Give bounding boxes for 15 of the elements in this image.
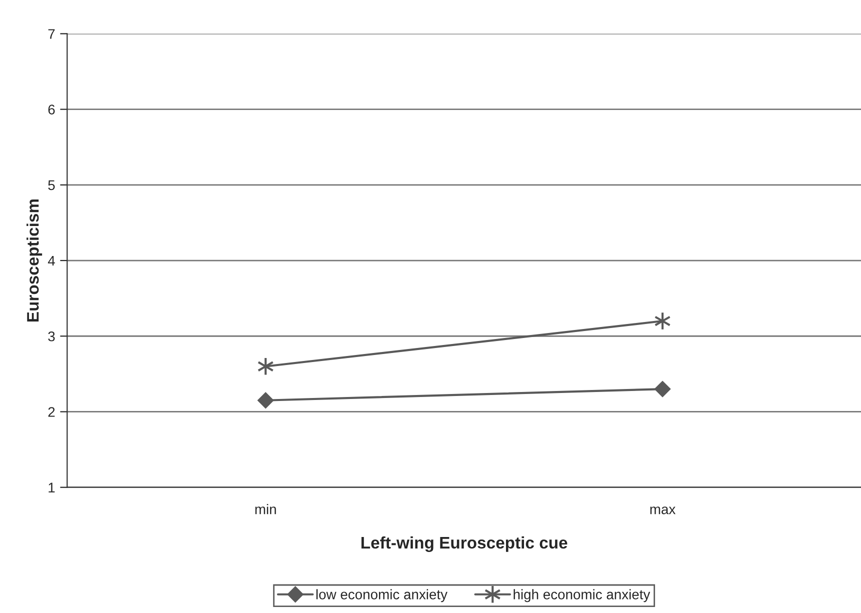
y-tick-label: 1 xyxy=(48,482,55,492)
y-tick-label: 6 xyxy=(48,104,55,114)
legend-label: high economic anxiety xyxy=(514,589,650,602)
y-tick-label: 4 xyxy=(48,256,55,266)
y-tick-label: 2 xyxy=(48,407,55,417)
x-tick-label: min xyxy=(255,504,276,514)
x-tick-label: max xyxy=(650,506,676,514)
y-tick-label: 5 xyxy=(48,180,55,190)
point xyxy=(258,392,274,408)
y-tick-label: 7 xyxy=(48,29,55,39)
x-axis-title: Left-wing Eurosceptic cue xyxy=(361,536,568,552)
y-axis-title: Euroscepticism xyxy=(26,199,42,322)
point xyxy=(654,381,670,397)
legend-label: low economic anxiety xyxy=(316,589,448,602)
y-tick-label: 3 xyxy=(48,331,55,342)
